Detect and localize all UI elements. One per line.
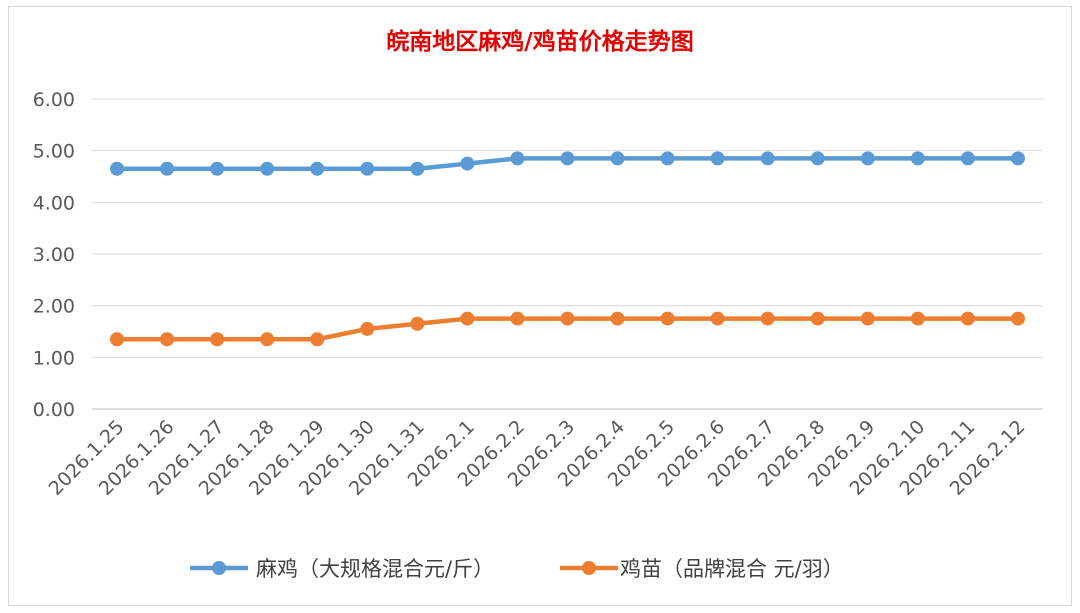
- data-point: [710, 311, 725, 326]
- y-tick-label: 2.00: [33, 296, 75, 318]
- data-point: [610, 311, 625, 326]
- data-point: [660, 311, 675, 326]
- data-point: [310, 332, 325, 347]
- data-point: [810, 151, 825, 166]
- y-tick-label: 4.00: [33, 192, 75, 214]
- data-point: [460, 156, 475, 171]
- y-tick-label: 1.00: [33, 347, 75, 369]
- data-point: [410, 161, 425, 176]
- data-point: [360, 161, 375, 176]
- data-point: [560, 311, 575, 326]
- data-point: [910, 151, 925, 166]
- data-point: [760, 151, 775, 166]
- data-point: [1010, 311, 1025, 326]
- series-group: [110, 151, 1025, 347]
- data-point: [1010, 151, 1025, 166]
- data-point: [710, 151, 725, 166]
- data-point: [210, 161, 225, 176]
- data-point: [810, 311, 825, 326]
- x-axis-ticks: 2026.1.252026.1.262026.1.272026.1.282026…: [45, 416, 1030, 500]
- data-point: [260, 332, 275, 347]
- y-tick-label: 5.00: [33, 141, 75, 163]
- gridlines: [92, 98, 1043, 410]
- y-tick-label: 3.00: [33, 244, 75, 266]
- data-point: [160, 161, 175, 176]
- y-axis-ticks: 0.00 1.00 2.00 3.00 4.00 5.00 6.00: [33, 89, 75, 421]
- data-point: [110, 161, 125, 176]
- data-point: [210, 332, 225, 347]
- data-point: [360, 321, 375, 336]
- data-point: [860, 311, 875, 326]
- y-tick-label: 0.00: [33, 399, 75, 421]
- legend-marker-1: [212, 561, 226, 575]
- data-point: [110, 332, 125, 347]
- data-point: [960, 311, 975, 326]
- data-point: [160, 332, 175, 347]
- data-point: [960, 151, 975, 166]
- y-tick-label: 6.00: [33, 89, 75, 111]
- data-point: [410, 316, 425, 331]
- legend-label-2: 鸡苗（品牌混合 元/羽）: [620, 557, 844, 581]
- data-point: [310, 161, 325, 176]
- data-point: [910, 311, 925, 326]
- data-point: [660, 151, 675, 166]
- legend-marker-2: [582, 561, 596, 575]
- data-point: [460, 311, 475, 326]
- data-point: [560, 151, 575, 166]
- legend-label-1: 麻鸡（大规格混合元/斤）: [256, 557, 494, 581]
- data-point: [260, 161, 275, 176]
- data-point: [860, 151, 875, 166]
- chart-title: 皖南地区麻鸡/鸡苗价格走势图: [386, 28, 694, 55]
- data-point: [610, 151, 625, 166]
- data-point: [510, 311, 525, 326]
- data-point: [760, 311, 775, 326]
- data-point: [510, 151, 525, 166]
- legend: 麻鸡（大规格混合元/斤） 鸡苗（品牌混合 元/羽）: [190, 557, 844, 581]
